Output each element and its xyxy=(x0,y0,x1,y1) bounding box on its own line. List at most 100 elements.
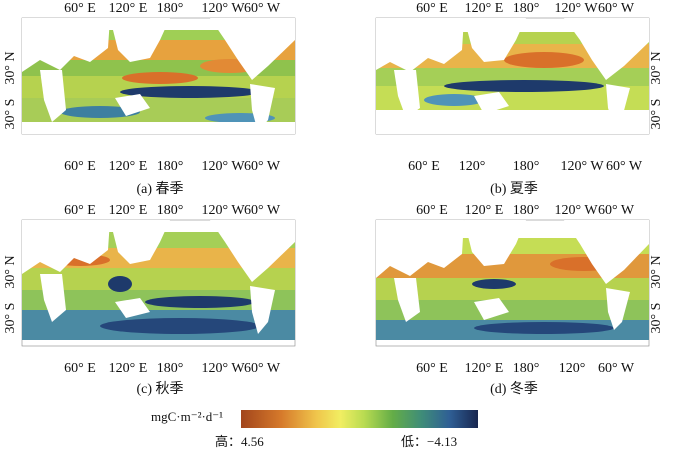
top-ticks: 60° E 120° E 180° 120° W 60° W xyxy=(416,203,635,218)
right-ticks: 30° N 30° S xyxy=(649,255,664,333)
landmass xyxy=(110,18,170,62)
bottom-ticks: 60° E 120° E 180° 120° W 60° W xyxy=(64,159,281,174)
ocean-feature xyxy=(120,86,260,98)
top-tick-label: 180° xyxy=(513,203,540,218)
top-tick-label: 60° E xyxy=(416,203,448,218)
bottom-tick-label: 120° W xyxy=(201,159,245,174)
ocean-feature xyxy=(472,279,516,289)
landmass xyxy=(394,70,420,118)
right-tick-label: 30° S xyxy=(649,99,664,130)
bottom-tick-label: 60° E xyxy=(408,159,440,174)
landmass xyxy=(564,18,649,80)
map-winter: 60° E 120° E 180° 120° W 60° W 60° E 120° E 18… xyxy=(375,203,664,376)
bottom-tick-label: 60° W xyxy=(244,361,281,376)
ocean-band xyxy=(22,268,295,290)
top-tick-label: 120° E xyxy=(109,203,148,218)
ocean-feature xyxy=(444,80,604,92)
ocean-feature xyxy=(122,72,198,84)
caption-d: (d) 冬季 xyxy=(490,382,538,397)
bottom-ticks: 60° E 120° 180° 120° W 60° W xyxy=(408,159,643,174)
ocean-feature xyxy=(474,322,614,334)
landmass xyxy=(115,94,150,116)
bottom-tick-label: 120° W xyxy=(201,361,245,376)
right-tick-label: 30° N xyxy=(649,51,664,84)
bottom-tick-label: 120° E xyxy=(109,361,148,376)
legend-unit: mgC·m⁻²·d⁻¹ xyxy=(151,409,224,424)
bottom-tick-label: 180° xyxy=(157,159,184,174)
top-ticks: 60° E 120° E 180° 120° W 60° W xyxy=(64,203,281,218)
bottom-tick-label: 180° xyxy=(513,361,540,376)
left-ticks: 30° N 30° S xyxy=(3,51,18,129)
bottom-tick-label: 120° E xyxy=(109,159,148,174)
caption-a: (a) 春季 xyxy=(136,182,184,197)
ocean-band xyxy=(376,68,649,86)
top-tick-label: 120° W xyxy=(201,1,245,16)
top-tick-label: 60° W xyxy=(598,203,635,218)
top-tick-label: 120° W xyxy=(201,203,245,218)
legend-min-label: 高：4.56 xyxy=(215,434,264,449)
legend-colorbar xyxy=(241,410,478,428)
landmass xyxy=(40,70,66,122)
bottom-tick-label: 120° E xyxy=(465,361,504,376)
landmass xyxy=(564,220,649,284)
landmass xyxy=(464,220,526,266)
caption-b: (b) 夏季 xyxy=(490,182,538,197)
landmass xyxy=(210,220,295,282)
right-tick-label: 30° S xyxy=(649,303,664,334)
antarctica xyxy=(22,122,295,134)
ocean-feature xyxy=(504,52,584,68)
landmass xyxy=(22,18,110,72)
top-tick-label: 60° W xyxy=(598,1,635,16)
ocean-feature xyxy=(145,296,255,308)
top-tick-label: 120° E xyxy=(109,1,148,16)
map-summer: 60° E 120° E 180° 120° W 60° W 60° E 120° 180°… xyxy=(375,1,664,174)
ocean-feature xyxy=(60,106,140,118)
top-ticks: 60° E 120° E 180° 120° W 60° W xyxy=(64,1,281,16)
top-tick-label: 120° E xyxy=(465,203,504,218)
right-ticks: 30° N 30° S xyxy=(649,51,664,129)
panel-d: 60° E 120° E 180° 120° W 60° W 60° E 120° E 18… xyxy=(344,198,674,398)
top-tick-label: 60° E xyxy=(64,203,96,218)
landmass xyxy=(376,18,464,72)
top-tick-label: 180° xyxy=(157,1,184,16)
landmass xyxy=(115,298,150,318)
landmass xyxy=(22,220,110,274)
bottom-ticks: 60° E 120° E 180° 120° W 60° W xyxy=(64,361,281,376)
bottom-tick-label: 180° xyxy=(513,159,540,174)
left-tick-label: 30° S xyxy=(3,303,18,334)
map-autumn: 60° E 120° E 180° 120° W 60° W 60° E 120° E 18… xyxy=(3,203,296,376)
legend-max-label: 低：−4.13 xyxy=(401,434,458,449)
bottom-tick-label: 120° W xyxy=(560,159,604,174)
landmass xyxy=(474,298,509,320)
left-ticks: 30° N 30° S xyxy=(3,255,18,333)
bottom-tick-label: 60° E xyxy=(64,361,96,376)
left-tick-label: 30° N xyxy=(3,255,18,288)
top-tick-label: 120° W xyxy=(554,1,598,16)
top-tick-label: 60° W xyxy=(244,1,281,16)
panel-a: 60° E 120° E 180° 120° W 60° W 60° E 120° E 18… xyxy=(0,0,330,200)
bottom-tick-label: 60° E xyxy=(64,159,96,174)
landmass xyxy=(210,18,295,80)
bottom-tick-label: 120° xyxy=(559,361,586,376)
bottom-tick-label: 60° W xyxy=(598,361,635,376)
bottom-tick-label: 60° W xyxy=(606,159,643,174)
top-tick-label: 60° E xyxy=(416,1,448,16)
top-tick-label: 60° E xyxy=(64,1,96,16)
bottom-tick-label: 120° xyxy=(459,159,486,174)
landmass xyxy=(250,84,275,132)
landmass xyxy=(40,274,66,322)
landmass xyxy=(474,92,509,114)
landmass xyxy=(110,220,170,264)
panel-c: 60° E 120° E 180° 120° W 60° W 60° E 120° E 18… xyxy=(0,198,330,398)
top-tick-label: 60° W xyxy=(244,203,281,218)
bottom-ticks: 60° E 120° E 180° 120° 60° W xyxy=(416,361,635,376)
antarctica xyxy=(376,110,649,134)
ocean-band xyxy=(376,278,649,300)
bottom-tick-label: 60° W xyxy=(244,159,281,174)
caption-c: (c) 秋季 xyxy=(136,382,184,397)
top-tick-label: 120° W xyxy=(554,203,598,218)
top-ticks: 60° E 120° E 180° 120° W 60° W xyxy=(416,1,635,16)
right-tick-label: 30° N xyxy=(649,255,664,288)
top-tick-label: 180° xyxy=(513,1,540,16)
ocean-feature xyxy=(100,318,260,334)
